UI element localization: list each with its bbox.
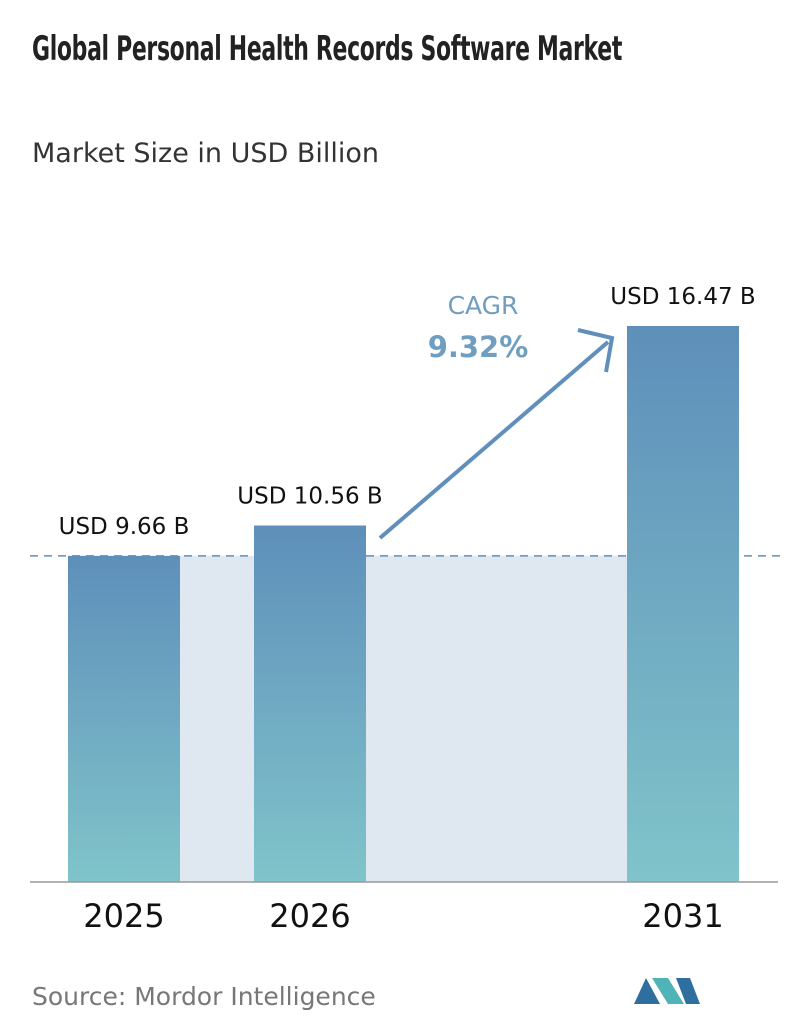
chart-title: Global Personal Health Records Software …	[32, 29, 622, 69]
bar	[254, 525, 366, 882]
bar	[627, 326, 739, 882]
bar	[68, 555, 180, 882]
source: Source: Mordor Intelligence	[32, 982, 376, 1011]
logo	[634, 978, 700, 1004]
value-label: USD 9.66 B	[59, 514, 190, 540]
value-label: USD 16.47 B	[610, 284, 755, 310]
cagr-value: 9.32%	[428, 330, 529, 364]
cagr-arrow	[378, 340, 610, 540]
x-tick-label: 2026	[269, 897, 350, 935]
x-tick-label: 2025	[83, 897, 164, 935]
cagr-label: CAGR	[448, 291, 519, 320]
plot: USD 9.66 B 2025 USD 10.56 B 2026 USD 16.47 B…	[30, 284, 780, 935]
x-tick-label: 2031	[642, 897, 723, 935]
cagr-arrow-head	[577, 328, 615, 373]
chart-subtitle: Market Size in USD Billion	[32, 138, 379, 169]
value-label: USD 10.56 B	[237, 484, 382, 510]
